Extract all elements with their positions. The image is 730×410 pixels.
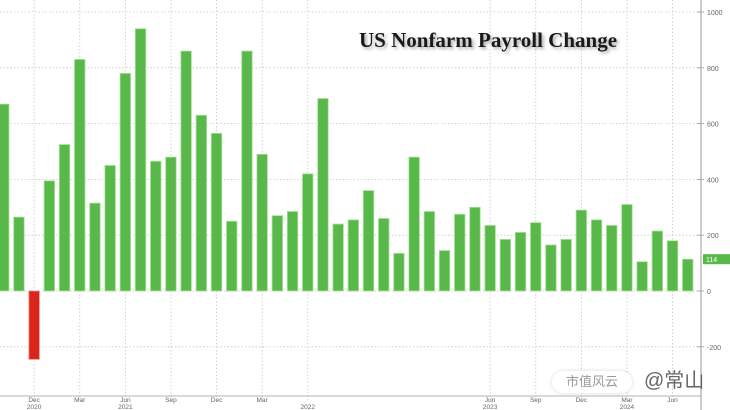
y-tick-label: 600 xyxy=(707,122,719,129)
bar xyxy=(58,144,71,292)
bar xyxy=(666,240,679,292)
bar xyxy=(150,160,162,292)
bar xyxy=(682,258,694,292)
y-tick-label: 800 xyxy=(707,66,719,73)
bar xyxy=(119,72,131,292)
last-value-label: 114 xyxy=(706,257,717,264)
bar xyxy=(454,213,466,292)
bar xyxy=(104,165,116,292)
bar xyxy=(74,59,86,292)
bar xyxy=(514,232,527,292)
y-tick-label: 400 xyxy=(707,177,719,184)
bar xyxy=(256,153,268,292)
x-tick-year: 2021 xyxy=(118,404,133,410)
bar xyxy=(271,215,284,292)
bar xyxy=(286,211,299,292)
bar xyxy=(499,238,512,292)
x-tick-month: Dec xyxy=(211,397,223,404)
x-tick-year: 2022 xyxy=(301,404,316,410)
bar xyxy=(347,219,360,292)
x-tick-month: Sep xyxy=(530,397,542,404)
bar xyxy=(469,206,481,292)
bar xyxy=(0,103,10,292)
bar xyxy=(621,204,633,292)
bars xyxy=(0,28,694,360)
y-tick-label: 0 xyxy=(707,289,711,296)
watermark-handle: @常山 xyxy=(644,370,705,392)
bar xyxy=(165,156,177,292)
bar xyxy=(241,50,253,292)
bar xyxy=(134,28,147,292)
bar xyxy=(438,250,451,292)
bar xyxy=(651,230,663,292)
x-tick-year: 2024 xyxy=(620,404,635,410)
x-tick-year: 2020 xyxy=(27,404,42,410)
y-tick-label: 200 xyxy=(707,233,719,240)
bar xyxy=(423,211,436,292)
bar xyxy=(210,132,223,292)
bar xyxy=(180,50,192,292)
bar xyxy=(378,218,390,292)
bar xyxy=(332,223,344,292)
bar xyxy=(195,114,208,292)
x-tick-year: 2023 xyxy=(483,404,498,410)
bar xyxy=(317,98,329,292)
x-tick-month: Jun xyxy=(485,397,496,404)
bar xyxy=(302,173,314,292)
y-tick-label: 1000 xyxy=(707,10,723,17)
x-tick-month: Jun xyxy=(667,397,678,404)
last-value-tag xyxy=(703,254,730,265)
watermark-badge: 市值风云 xyxy=(552,371,633,393)
x-tick-month: Mar xyxy=(74,397,86,404)
bar xyxy=(575,209,587,292)
x-tick-month: Dec xyxy=(576,397,588,404)
bar xyxy=(393,252,405,292)
bar xyxy=(13,216,25,292)
x-tick-month: Jun xyxy=(120,397,131,404)
bar xyxy=(89,202,101,292)
bar xyxy=(545,244,557,292)
x-tick-month: Mar xyxy=(621,397,633,404)
bar xyxy=(484,225,496,292)
bar xyxy=(43,180,55,292)
bar xyxy=(590,219,603,292)
bar xyxy=(408,156,420,292)
chart-title: US Nonfarm Payroll Change xyxy=(359,28,618,52)
y-tick-label: -200 xyxy=(707,345,721,352)
x-tick-month: Sep xyxy=(165,397,177,404)
bar xyxy=(636,261,648,292)
bar xyxy=(560,238,572,292)
x-tick-month: Mar xyxy=(257,397,269,404)
bar xyxy=(530,222,542,292)
bar xyxy=(362,190,375,292)
bar xyxy=(226,220,238,292)
bar xyxy=(28,290,40,360)
x-tick-month: Dec xyxy=(28,397,40,404)
bar xyxy=(606,225,618,292)
y-axis: 1000 800 600 400 200 0 -200 114 xyxy=(697,0,730,410)
